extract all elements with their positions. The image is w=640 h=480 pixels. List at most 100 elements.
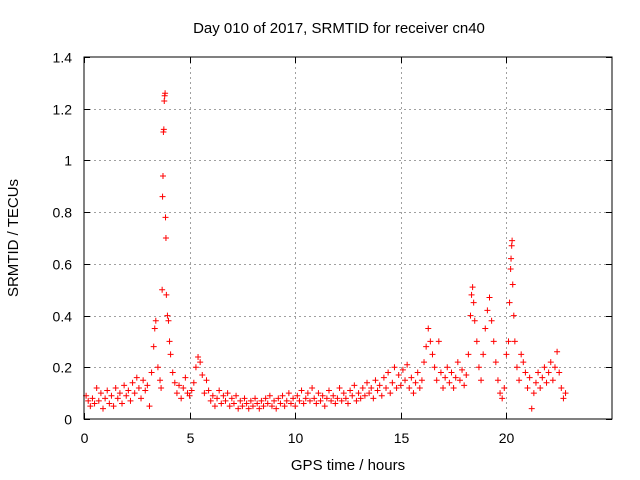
data-point xyxy=(106,400,113,407)
data-point xyxy=(490,338,497,345)
data-point xyxy=(249,403,256,410)
data-point xyxy=(336,384,343,391)
data-point xyxy=(296,397,303,404)
data-point xyxy=(239,403,246,410)
data-point xyxy=(355,390,362,397)
data-point xyxy=(294,392,301,399)
y-tick-label: 0.6 xyxy=(53,257,73,273)
data-point xyxy=(560,395,567,402)
data-point xyxy=(158,384,165,391)
data-point xyxy=(190,379,197,386)
data-point xyxy=(399,366,406,373)
data-point xyxy=(159,172,166,179)
data-point xyxy=(549,377,556,384)
data-point xyxy=(157,377,164,384)
data-point xyxy=(108,392,115,399)
data-point xyxy=(433,377,440,384)
data-point xyxy=(262,395,269,402)
data-point xyxy=(93,384,100,391)
data-point xyxy=(230,400,237,407)
data-point xyxy=(182,374,189,381)
data-point xyxy=(338,397,345,404)
data-point xyxy=(342,395,349,402)
data-point xyxy=(254,400,261,407)
data-point xyxy=(551,364,558,371)
data-point xyxy=(471,317,478,324)
data-point xyxy=(313,400,320,407)
data-point xyxy=(532,379,539,386)
data-point xyxy=(146,403,153,410)
data-point xyxy=(494,377,501,384)
data-point xyxy=(361,392,368,399)
x-tick-label: 5 xyxy=(187,430,195,446)
data-point xyxy=(144,382,151,389)
chart-title: Day 010 of 2017, SRMTID for receiver cn4… xyxy=(193,20,485,37)
data-point xyxy=(359,384,366,391)
data-point xyxy=(456,377,463,384)
data-point xyxy=(116,390,123,397)
data-point xyxy=(211,403,218,410)
data-point xyxy=(446,379,453,386)
data-point xyxy=(188,387,195,394)
plot-frame xyxy=(83,56,613,420)
data-point xyxy=(414,369,421,376)
data-point xyxy=(162,90,169,97)
data-point xyxy=(501,384,508,391)
data-point xyxy=(154,364,161,371)
data-point xyxy=(319,392,326,399)
data-point xyxy=(123,392,130,399)
data-point xyxy=(220,392,227,399)
data-point xyxy=(203,377,210,384)
data-point xyxy=(345,400,351,407)
data-point xyxy=(321,403,328,410)
data-point xyxy=(412,379,419,386)
data-point xyxy=(370,395,377,402)
data-point xyxy=(152,317,159,324)
data-point xyxy=(325,387,332,394)
x-tick-label: 20 xyxy=(499,430,515,446)
y-tick-label: 0.2 xyxy=(53,360,73,376)
data-point xyxy=(114,395,121,402)
data-point xyxy=(121,382,128,389)
data-point xyxy=(440,384,447,391)
data-point xyxy=(224,390,231,397)
data-point xyxy=(418,377,425,384)
data-point xyxy=(173,390,180,397)
data-point xyxy=(226,403,233,410)
data-point xyxy=(97,390,104,397)
data-point xyxy=(222,397,229,404)
data-point xyxy=(503,351,510,358)
data-point xyxy=(131,390,138,397)
data-point xyxy=(470,299,477,306)
data-point xyxy=(317,397,324,404)
data-point xyxy=(180,384,187,391)
data-point xyxy=(87,403,94,410)
data-point xyxy=(364,379,371,386)
data-point xyxy=(554,348,561,355)
data-point xyxy=(541,364,548,371)
data-point xyxy=(247,397,254,404)
data-point xyxy=(497,390,504,397)
data-point xyxy=(237,397,244,404)
data-point xyxy=(302,395,309,402)
data-point xyxy=(530,390,537,397)
data-point xyxy=(133,374,140,381)
data-point xyxy=(556,369,563,376)
data-point xyxy=(448,369,455,376)
data-point xyxy=(442,374,449,381)
data-point xyxy=(528,405,535,412)
data-point xyxy=(162,214,169,221)
data-point xyxy=(167,351,174,358)
data-point xyxy=(484,307,491,314)
data-point xyxy=(95,397,102,404)
data-point xyxy=(233,392,240,399)
data-point xyxy=(492,359,499,366)
data-point xyxy=(300,400,307,407)
data-point xyxy=(151,325,158,332)
data-point xyxy=(376,382,383,389)
data-point xyxy=(468,291,475,298)
data-point xyxy=(347,387,354,394)
data-point xyxy=(166,338,173,345)
data-point xyxy=(264,400,271,407)
data-point xyxy=(163,291,170,298)
